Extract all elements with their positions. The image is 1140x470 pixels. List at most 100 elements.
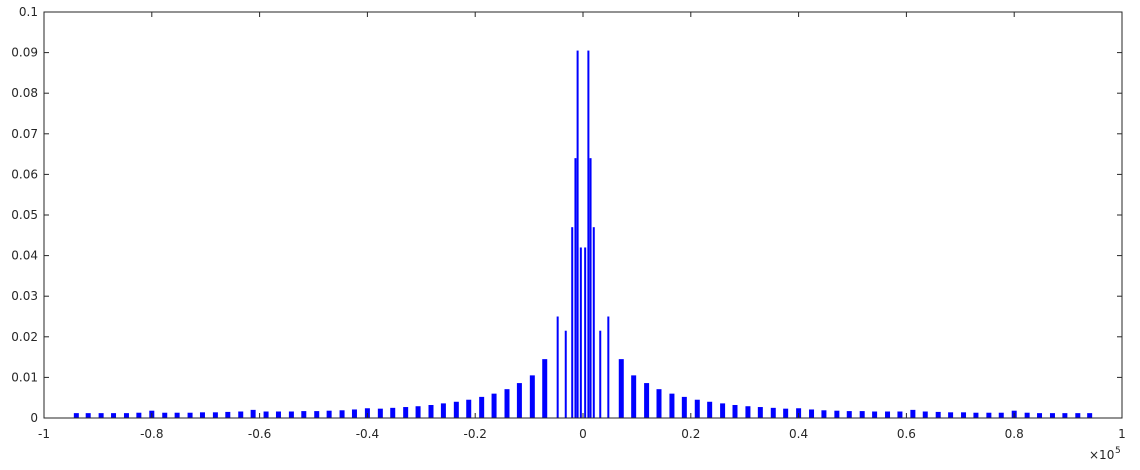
bar — [599, 330, 602, 418]
y-tick-label: 0.05 — [11, 208, 38, 222]
y-tick-label: 0.01 — [11, 370, 38, 384]
bar — [123, 413, 129, 418]
bar — [98, 413, 104, 418]
bar — [136, 412, 142, 418]
y-tick-label: 0.06 — [11, 167, 38, 181]
bar — [351, 409, 357, 418]
bar — [935, 411, 941, 418]
plot-area — [44, 12, 1122, 418]
bar — [834, 410, 840, 418]
bar — [846, 411, 852, 418]
bar — [656, 389, 662, 418]
bar — [301, 411, 307, 418]
y-tick-label: 0.04 — [11, 249, 38, 263]
axis-ticks: -1 -0.8 -0.6 -0.4 -0.2 0 0.2 0.4 0.6 0.8 1 0 0.01 0.0… — [11, 5, 1126, 441]
bar — [564, 330, 567, 418]
bar — [681, 396, 687, 418]
x-tick-label: 0.2 — [681, 427, 700, 441]
y-tick-label: 0.08 — [11, 86, 38, 100]
bar — [440, 403, 446, 418]
bar — [85, 413, 91, 418]
y-tick-label: 0.02 — [11, 330, 38, 344]
bar — [584, 247, 587, 418]
bar — [250, 409, 256, 418]
bar — [491, 393, 497, 418]
bar — [162, 412, 168, 418]
bar — [576, 50, 579, 418]
bar — [199, 412, 205, 418]
bar — [1024, 412, 1030, 418]
bar — [574, 158, 577, 418]
bar — [872, 411, 878, 418]
bar — [922, 411, 928, 418]
bar — [770, 407, 776, 418]
bar — [707, 401, 713, 418]
bar — [732, 405, 738, 418]
bar — [111, 413, 117, 418]
bar — [1037, 413, 1043, 418]
bar — [238, 411, 244, 418]
bar — [948, 412, 954, 418]
axes-box — [43, 11, 1123, 419]
x-tick-label: 0 — [579, 427, 587, 441]
x-tick-label: -0.8 — [140, 427, 163, 441]
bar — [428, 405, 434, 418]
bar — [314, 411, 320, 418]
bar — [1049, 413, 1055, 418]
x-tick-label: 0.4 — [789, 427, 808, 441]
bar — [589, 158, 592, 418]
bar — [783, 408, 789, 418]
bar — [757, 407, 763, 418]
bar — [187, 412, 193, 418]
bar — [910, 409, 916, 418]
bar — [174, 412, 180, 418]
bar — [631, 375, 637, 418]
bar — [390, 407, 396, 418]
y-tick-label: 0.03 — [11, 289, 38, 303]
bar — [973, 412, 979, 418]
bar — [1062, 413, 1068, 418]
bar — [592, 227, 595, 418]
bar — [263, 411, 269, 418]
bar — [275, 411, 281, 418]
x-exponent-power: 5 — [1115, 446, 1121, 456]
bar — [587, 50, 590, 418]
bar — [961, 412, 967, 418]
bar — [986, 412, 992, 418]
bar — [403, 407, 409, 418]
bar — [720, 403, 726, 418]
x-tick-label: 0.6 — [897, 427, 916, 441]
bar — [326, 410, 332, 418]
bar — [288, 411, 294, 418]
bar — [453, 401, 459, 418]
bar — [479, 396, 485, 418]
x-tick-label: 1 — [1118, 427, 1126, 441]
y-tick-label: 0.07 — [11, 127, 38, 141]
bar — [339, 410, 345, 418]
bar — [669, 393, 675, 418]
bar — [579, 247, 582, 418]
x-tick-label: -1 — [38, 427, 50, 441]
bar — [516, 383, 522, 418]
bar — [745, 406, 751, 418]
bar — [998, 412, 1004, 418]
y-tick-label: 0.1 — [19, 5, 38, 19]
bar — [225, 411, 231, 418]
bar — [73, 413, 79, 418]
bar — [618, 359, 624, 418]
x-tick-label: -0.4 — [356, 427, 379, 441]
y-tick-label: 0.09 — [11, 46, 38, 60]
bar — [466, 399, 472, 418]
bar — [607, 316, 610, 418]
bar — [415, 406, 421, 418]
bar — [821, 410, 827, 418]
bar — [556, 316, 559, 418]
x-exponent-label: ×10 — [1089, 448, 1114, 462]
bar — [529, 375, 535, 418]
bar — [1087, 413, 1093, 418]
x-tick-label: 0.8 — [1005, 427, 1024, 441]
bar — [212, 412, 218, 418]
x-tick-label: -0.2 — [463, 427, 486, 441]
bar — [859, 411, 865, 418]
